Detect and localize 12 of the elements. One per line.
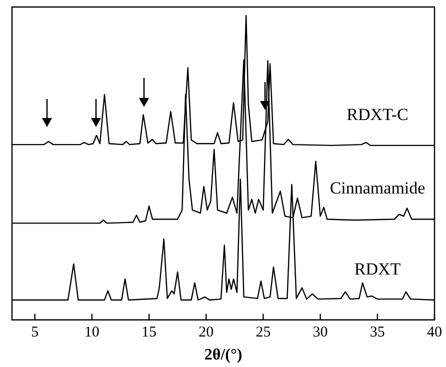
x-tick-label: 20 [198,324,214,341]
x-tick-label: 15 [142,324,157,341]
x-tick-label: 30 [312,324,328,341]
x-tick-label: 35 [370,324,385,341]
x-tick-label: 5 [31,324,39,341]
series-label: RDXT [354,259,402,278]
x-tick-label: 10 [84,324,100,341]
x-tick-label: 40 [427,324,442,341]
x-axis-title: 2θ/(°) [204,346,242,364]
x-tick-label: 25 [256,324,271,341]
series-label: Cinnamamide [330,178,426,198]
series-label: RDXT-C [346,104,408,124]
